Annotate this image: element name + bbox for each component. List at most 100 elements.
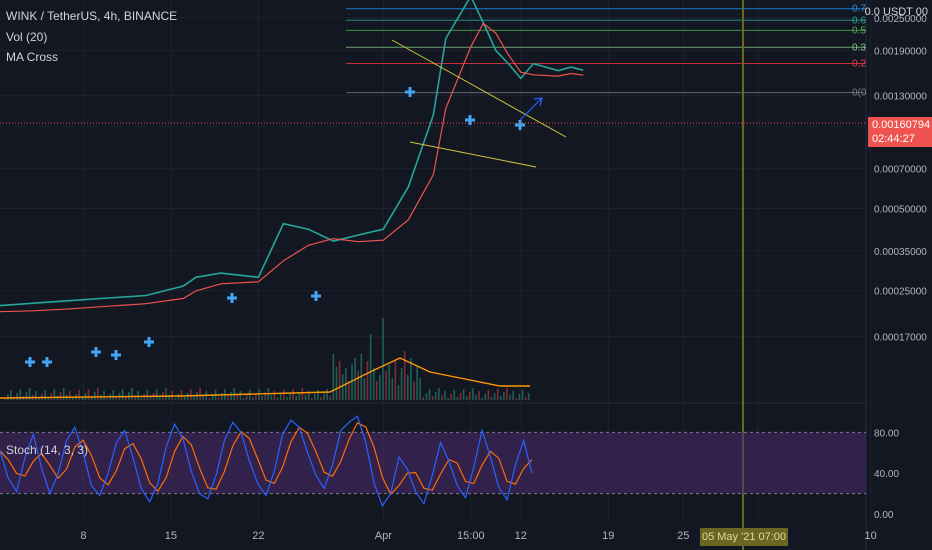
volume-bar [376, 381, 378, 400]
volume-bar [211, 394, 214, 400]
time-tick-label: 25 [677, 530, 689, 542]
ma-cross-marker [227, 293, 237, 303]
volume-bar [317, 390, 319, 400]
volume-bar [329, 396, 332, 400]
fib-level-label: 0.6 [852, 15, 866, 26]
volume-ma-line [0, 357, 530, 399]
volume-bar [379, 375, 381, 400]
currency-label[interactable]: 0.0 USDT 00 [864, 6, 928, 18]
volume-bar [44, 390, 46, 400]
price-axis[interactable]: 0.002500000.001900000.001300000.00100000… [874, 14, 927, 521]
price-series [0, 0, 584, 399]
volume-bar [524, 397, 527, 400]
lower-trendline [409, 141, 537, 168]
volume-bar [425, 393, 428, 400]
volume-bar [103, 391, 105, 400]
volume-bar [496, 389, 499, 400]
volume-bar [106, 398, 108, 400]
volume-bar [112, 390, 115, 400]
fibonacci-retracement[interactable]: 1(0 0.70.60.5 0.3 0.2 0(0 [346, 0, 867, 99]
volume-bar [47, 397, 49, 400]
volume-bar [72, 398, 74, 400]
volume-bar [459, 393, 462, 400]
volume-bar [341, 374, 344, 400]
volume-bar [323, 393, 325, 400]
volume-bar [490, 397, 493, 400]
volume-bar [273, 391, 276, 400]
crosshair-date-label: 05 May '21 07:00 [700, 528, 788, 546]
symbol-title[interactable]: WINK / TetherUS, 4h, BINANCE [6, 9, 178, 23]
fib-level-label: 1(0 [852, 0, 867, 1]
volume-bar [453, 390, 456, 400]
volume-bar [217, 397, 220, 400]
volume-bar [462, 389, 465, 400]
volume-bar [28, 388, 31, 400]
volume-bar [369, 334, 372, 400]
volume-bar [481, 398, 483, 400]
volume-bar [351, 364, 353, 400]
price-tick-label: 0.00190000 [874, 46, 927, 57]
upper-trendline [391, 39, 567, 138]
volume-bar [236, 395, 239, 400]
last-price-badge: 0.00160794 02:44:27 [868, 117, 932, 147]
volume-bar [97, 388, 99, 400]
volume-bar [202, 395, 204, 400]
fib-level-label: 0.5 [852, 25, 866, 36]
volume-bar [487, 390, 490, 400]
volume-bar [7, 394, 9, 400]
volume-bar [159, 396, 161, 400]
volume-bar [289, 393, 291, 400]
time-tick-label: 15:00 [457, 530, 485, 542]
volume-bar [199, 388, 201, 400]
time-tick-label: Apr [375, 530, 392, 542]
volume-bar [484, 394, 487, 400]
time-tick-label: 10 [865, 530, 877, 542]
volume-bar [50, 393, 53, 400]
stoch-label[interactable]: Stoch (14, 3, 3) [6, 443, 89, 457]
indicator-volume-label[interactable]: Vol (20) [6, 30, 48, 44]
ma-cross-marker [405, 87, 415, 97]
volume-bar [53, 389, 56, 400]
volume-bar [59, 392, 62, 400]
volume-bar [149, 397, 152, 400]
volume-bar [286, 397, 288, 400]
volume-bar [428, 389, 431, 400]
volume-bar [431, 396, 434, 400]
volume-bar [363, 378, 366, 400]
volume-bar [512, 391, 514, 400]
volume-bar [338, 361, 341, 400]
volume-bar [407, 375, 409, 400]
volume-bar [518, 394, 521, 400]
volume-bar [131, 388, 133, 400]
fib-level-label: 0.7 [852, 4, 866, 15]
price-tick-label: 0.00070000 [874, 165, 927, 176]
volume-bar [255, 393, 257, 400]
ma-cross-marker [465, 115, 475, 125]
ma-cross-marker [25, 357, 35, 367]
ma-cross-marker [111, 350, 121, 360]
volume-bar [434, 392, 437, 400]
volume-bar [493, 393, 496, 400]
time-tick-label: 22 [252, 530, 264, 542]
volume-bar [193, 396, 195, 400]
volume-bar [456, 397, 459, 400]
volume-bar [35, 391, 37, 400]
volume-bar [137, 391, 139, 400]
volume-bar [121, 389, 124, 400]
volume-bar [239, 391, 242, 400]
indicator-ma-cross-label[interactable]: MA Cross [6, 50, 59, 64]
volume-bar [403, 351, 406, 400]
volume-bar [385, 371, 387, 400]
volume-bar [174, 398, 177, 400]
volume-bar [155, 389, 158, 400]
ma-cross-marker [515, 120, 525, 130]
time-tick-label: 19 [602, 530, 614, 542]
volume-bar [38, 398, 40, 400]
volume-bar [304, 395, 307, 400]
volume-bar [298, 392, 301, 400]
volume-bar [146, 390, 149, 400]
volume-bar [509, 395, 511, 400]
stochastic-pane [0, 415, 866, 508]
volume-bar [450, 394, 452, 400]
